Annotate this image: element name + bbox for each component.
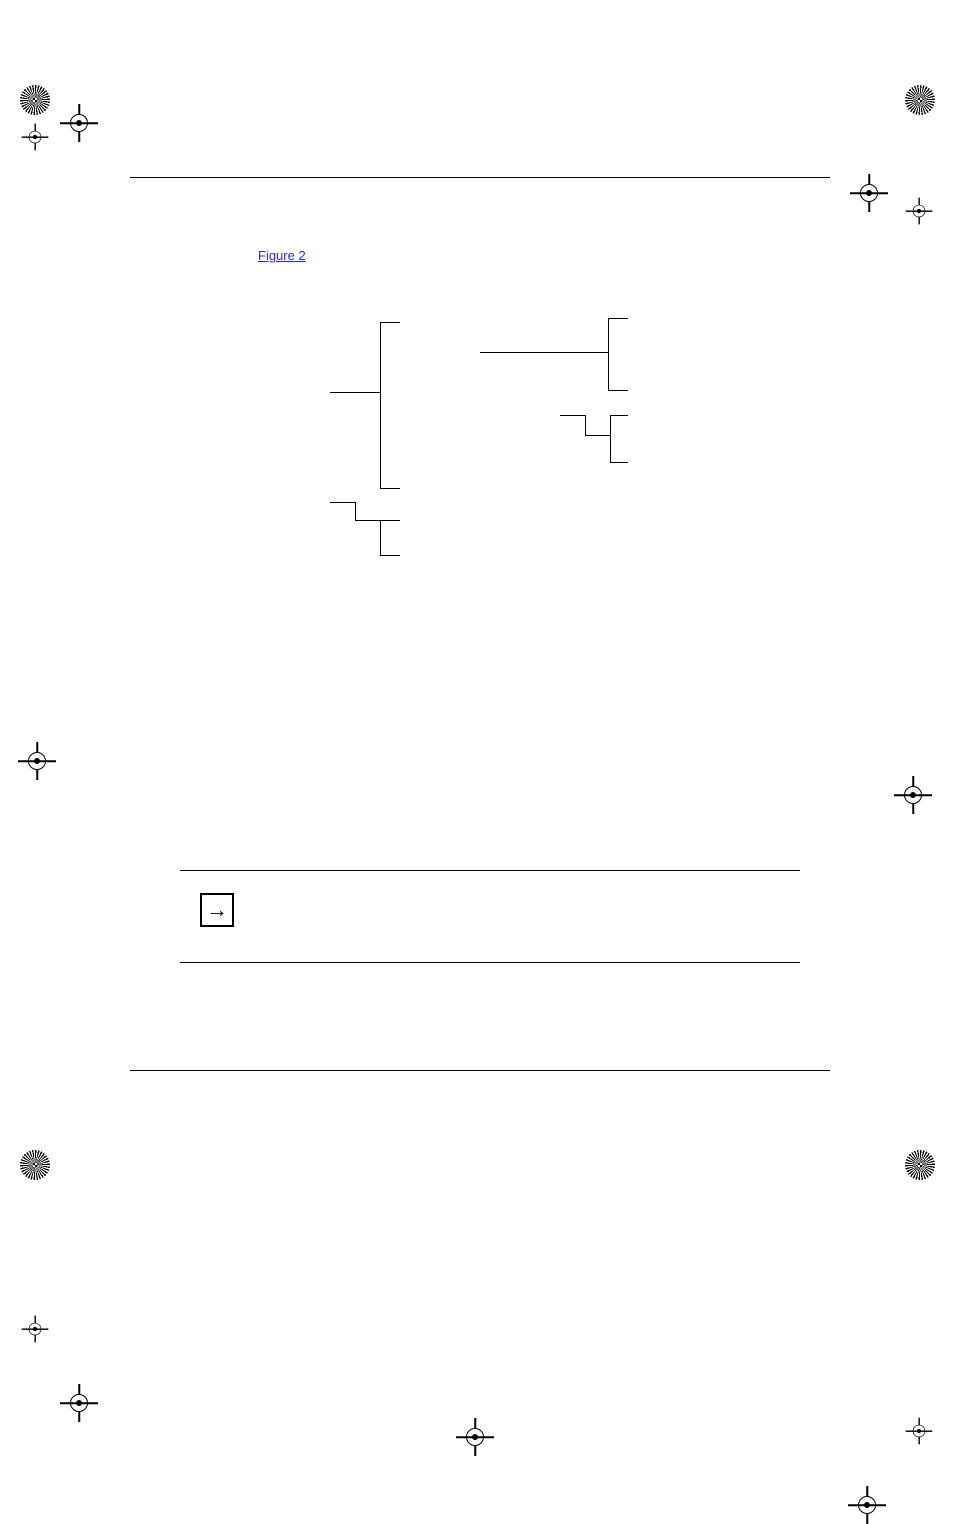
registration-cross-icon xyxy=(458,1420,492,1454)
note-rule-top xyxy=(180,870,800,871)
diagram-line xyxy=(330,392,380,393)
diagram-line xyxy=(380,322,381,488)
registration-cross-icon xyxy=(23,125,47,149)
diagram-line xyxy=(610,462,628,463)
diagram-line xyxy=(480,352,608,353)
registration-spiral-icon xyxy=(905,1150,935,1180)
diagram-line xyxy=(380,520,381,555)
diagram-line xyxy=(608,318,609,390)
registration-spiral-icon xyxy=(905,85,935,115)
registration-cross-icon xyxy=(907,1419,931,1443)
registration-cross-icon xyxy=(850,1488,884,1522)
diagram-line xyxy=(380,520,400,521)
figure-reference-link[interactable]: Figure 2 xyxy=(258,248,306,263)
diagram-line xyxy=(330,502,355,503)
registration-cross-icon xyxy=(896,778,930,812)
registration-cross-icon xyxy=(62,1386,96,1420)
diagram-line xyxy=(355,502,356,520)
content-bottom-rule xyxy=(130,1070,830,1071)
content-top-rule xyxy=(130,177,830,178)
diagram-line xyxy=(610,415,611,462)
note-icon-box: → xyxy=(200,893,234,927)
diagram-line xyxy=(585,435,610,436)
diagram-line xyxy=(380,555,400,556)
diagram-line xyxy=(380,488,400,489)
registration-cross-icon xyxy=(907,199,931,223)
registration-spiral-icon xyxy=(20,1150,50,1180)
note-rule-bottom xyxy=(180,962,800,963)
registration-cross-icon xyxy=(23,1317,47,1341)
diagram-line xyxy=(355,520,380,521)
diagram-line xyxy=(585,415,586,435)
registration-cross-icon xyxy=(20,744,54,778)
diagram-line xyxy=(380,322,400,323)
diagram-line xyxy=(608,318,628,319)
registration-spiral-icon xyxy=(20,85,50,115)
registration-cross-icon xyxy=(62,106,96,140)
diagram-line xyxy=(560,415,585,416)
diagram-line xyxy=(608,390,628,391)
registration-cross-icon xyxy=(852,176,886,210)
diagram-line xyxy=(610,415,628,416)
arrow-right-icon: → xyxy=(206,899,228,921)
